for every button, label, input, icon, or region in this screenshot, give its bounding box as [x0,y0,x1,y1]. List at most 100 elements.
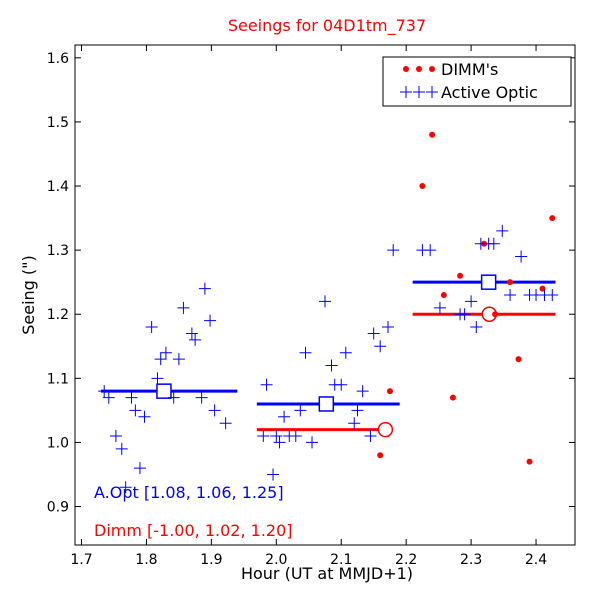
y-tick-label: 1.1 [47,371,69,387]
legend-label-active-optic: Active Optic [441,83,538,102]
chart-title: Seeings for 04D1tm_737 [228,16,426,36]
active-optic-point [487,237,500,250]
active-optic-point [185,327,198,340]
dimm-point [449,394,456,401]
mean-marker-square [156,383,172,399]
active-optic-point [267,468,280,481]
dimm-point [440,292,447,298]
legend-active-optic-marker [413,86,425,98]
active-optic-point [367,327,380,340]
x-tick-label: 2.4 [525,552,547,568]
plot-frame [74,44,576,546]
active-optic-point [260,378,273,391]
x-tick-label: 1.7 [70,552,92,568]
y-tick-label: 1.0 [47,435,69,451]
active-optic-point [98,385,111,398]
active-optic-point [348,417,361,430]
dimm-point [386,388,393,395]
active-optic-point [433,301,446,314]
y-tick-label: 1.2 [47,307,69,323]
active-optic-point [424,244,437,257]
active-optic-point [257,430,270,443]
active-optic-point [381,321,394,334]
active-optic-point [195,391,208,404]
dimm-point [419,183,426,190]
active-optic-point [496,224,509,237]
dimm-point [429,131,436,138]
active-optic-point [289,430,302,443]
active-optic-point [458,308,471,321]
active-optic-point [154,353,167,366]
active-optic-point [270,430,283,443]
active-optic-point [356,385,369,398]
x-tick-label: 1.8 [135,552,157,568]
dimm-point [492,311,499,318]
y-tick-label: 1.3 [47,243,69,259]
active-optic-point [387,244,400,257]
active-optic-point [470,321,483,334]
active-optic-point [278,410,291,423]
legend: DIMM's Active Optic [382,56,572,107]
active-optic-point [172,353,185,366]
active-optic-point [364,430,377,443]
legend-active-optic-marker [400,86,412,98]
active-optic-point [115,442,128,455]
x-tick-label: 2.2 [395,552,417,568]
x-tick-label: 1.9 [200,552,222,568]
mean-marker-square [318,396,335,412]
dimm-point [526,458,533,465]
annotation-dimm: Dimm [-1.00, 1.02, 1.20] [94,521,293,540]
active-optic-point [465,295,478,308]
dimm-point [377,452,384,459]
y-tick-label: 1.6 [47,51,69,67]
active-optic-point [138,410,151,423]
active-optic-point [125,391,138,404]
dimm-point [549,215,556,222]
active-optic-point [306,436,319,449]
annotation-aopt: A.Opt [1.08, 1.06, 1.25] [94,483,284,502]
legend-label-dimm: DIMM's [441,60,498,79]
x-tick-label: 2.0 [265,552,287,568]
active-optic-point [159,346,172,359]
active-optic-point [294,404,307,417]
dimm-point [457,272,464,279]
active-optic-point [374,340,387,353]
legend-active-optic-marker [426,86,438,98]
active-optic-point [189,333,202,346]
dimm-point [507,279,514,286]
active-optic-point [133,462,146,475]
active-optic-point [167,391,180,404]
x-tick-label: 2.3 [460,552,482,568]
y-axis-label: Seeing (") [19,255,38,335]
active-optic-point [109,430,122,443]
active-optic-point [325,359,338,372]
active-optic-point [273,436,286,449]
active-optic-point [335,378,348,391]
y-tick-label: 1.5 [47,115,69,131]
active-optic-point [204,314,217,327]
legend-dimm-marker [416,66,422,72]
dimm-point [515,356,522,363]
active-optic-point [319,295,331,308]
active-optic-point [515,250,528,263]
active-optic-point [145,321,158,334]
active-optic-point [546,289,559,301]
active-optic-point [351,404,364,417]
active-optic-point [198,282,211,295]
active-optic-point [208,404,221,417]
active-optic-point [299,346,312,359]
legend-dimm-marker [429,66,435,72]
active-optic-point [177,301,190,314]
active-optic-point [102,391,115,404]
active-optic-point [504,289,517,301]
active-optic-point [119,481,132,494]
active-optic-point [219,417,232,430]
x-tick-label: 2.1 [330,552,352,568]
active-optic-point [129,404,142,417]
y-tick-label: 1.4 [47,179,69,195]
active-optic-point [339,346,352,359]
x-axis-label: Hour (UT at MMJD+1) [241,564,413,583]
mean-marker-square [480,274,497,290]
mean-marker-circle [377,421,394,438]
